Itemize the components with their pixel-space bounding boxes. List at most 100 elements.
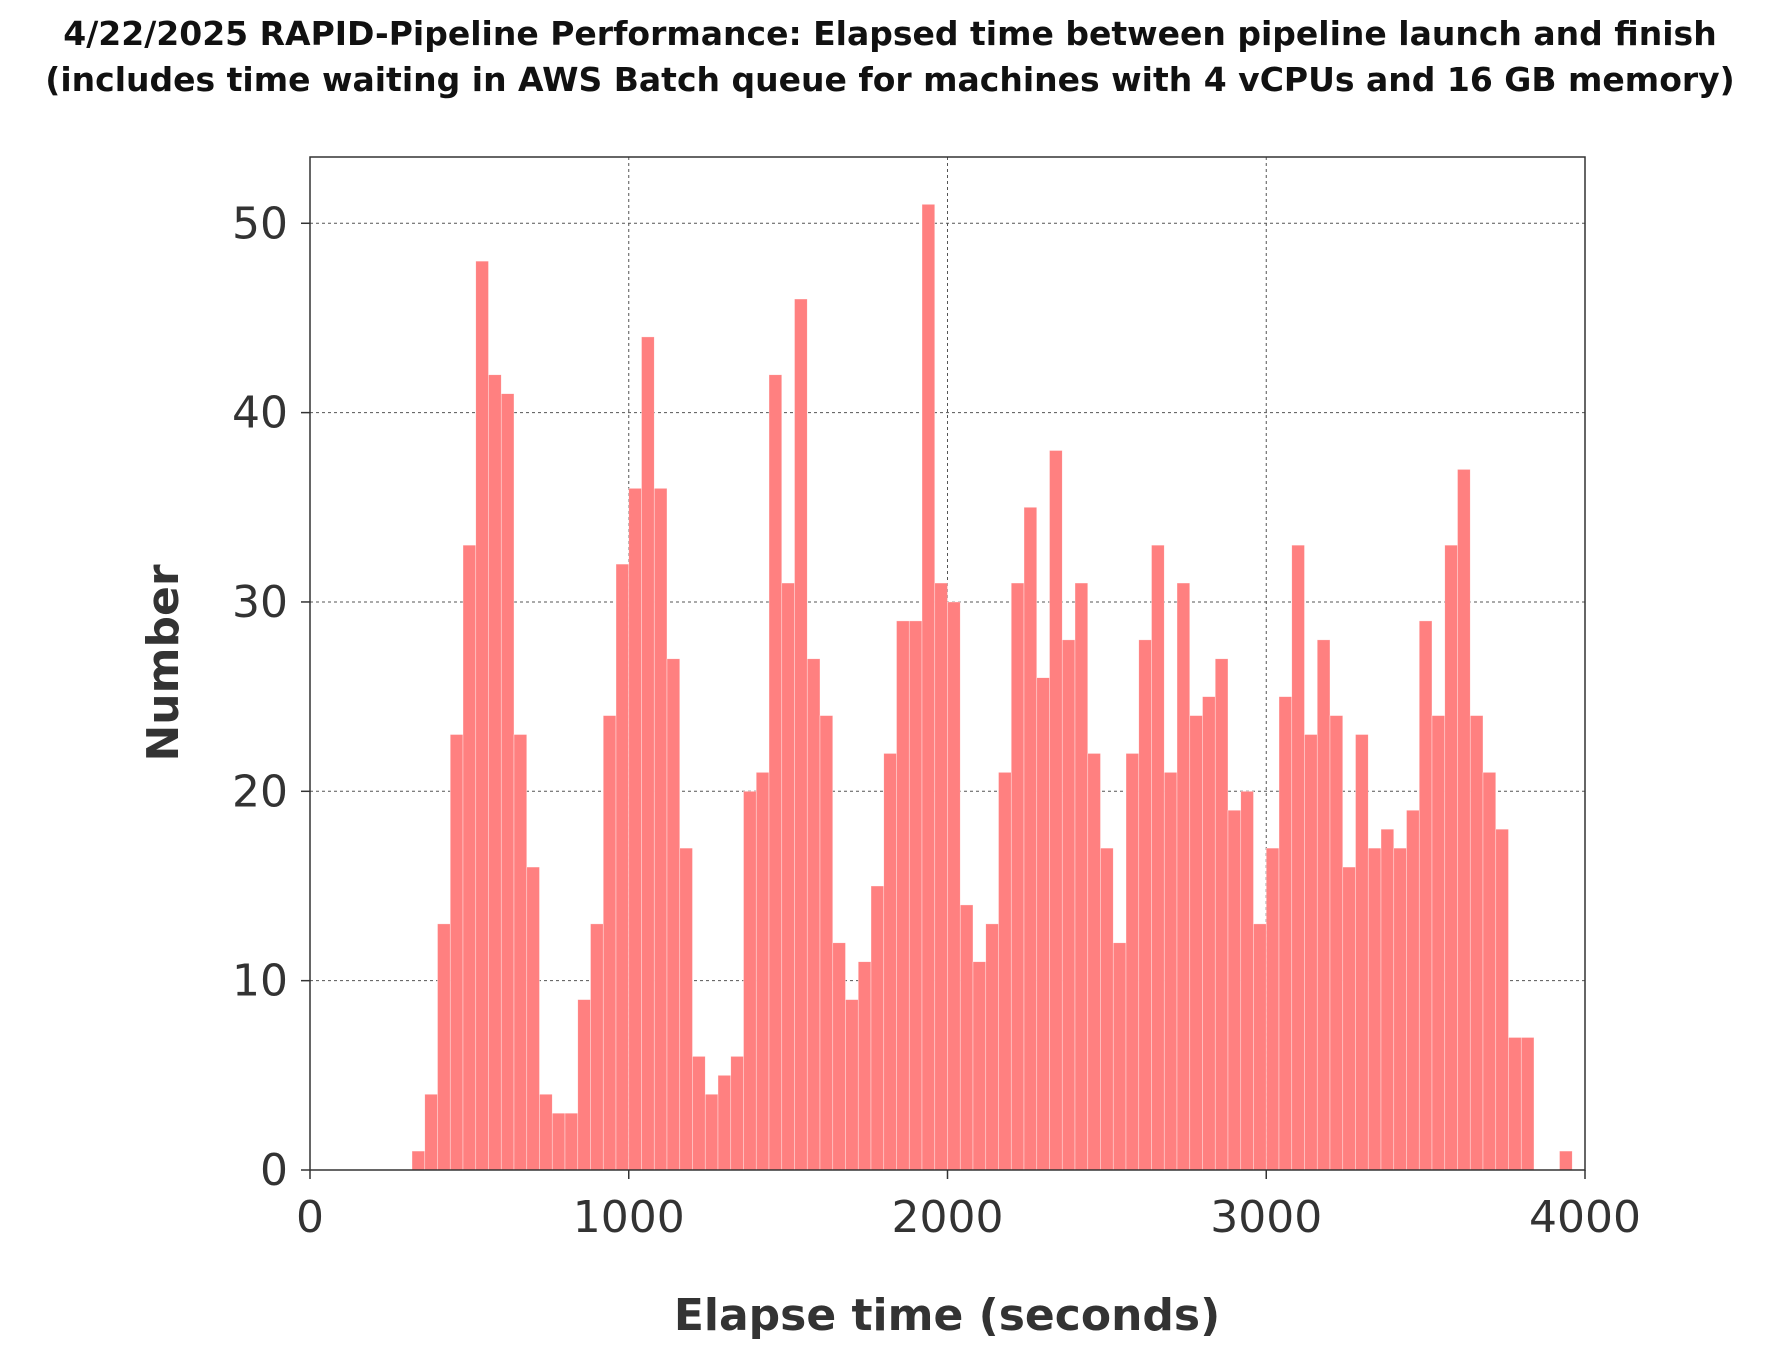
- histogram-bar: [462, 544, 477, 1171]
- histogram-bars: [411, 204, 1573, 1171]
- histogram-bar: [781, 582, 795, 1171]
- x-tick-label: 3000: [1210, 1192, 1322, 1243]
- histogram-bar: [692, 1056, 706, 1171]
- histogram-bar: [947, 601, 961, 1171]
- histogram-bar: [653, 488, 668, 1171]
- histogram-bar: [1100, 847, 1114, 1171]
- histogram-bar: [1520, 1037, 1535, 1171]
- histogram-bar: [998, 772, 1012, 1171]
- histogram-bar: [1189, 715, 1203, 1171]
- histogram-bar: [870, 885, 885, 1171]
- histogram-bar: [475, 260, 489, 1171]
- histogram-bar: [500, 393, 515, 1171]
- histogram-bar: [679, 847, 693, 1171]
- chart-subtitle: (includes time waiting in AWS Batch queu…: [45, 60, 1735, 99]
- x-tick-label: 0: [296, 1192, 324, 1243]
- histogram-bar: [602, 715, 617, 1171]
- histogram-bar: [628, 488, 642, 1171]
- histogram-bar: [959, 904, 974, 1171]
- y-tick-label: 20: [232, 766, 288, 817]
- histogram-bar: [1329, 715, 1344, 1171]
- histogram-bar: [1457, 469, 1471, 1171]
- histogram-bar: [1227, 809, 1242, 1171]
- histogram-bar: [755, 772, 770, 1171]
- x-tick-label: 2000: [892, 1192, 1004, 1243]
- x-axis-label: Elapse time (seconds): [674, 1290, 1220, 1341]
- histogram-bar: [1342, 866, 1356, 1171]
- histogram-bar: [424, 1093, 438, 1171]
- histogram-bar: [972, 961, 987, 1171]
- histogram-bar: [1380, 828, 1395, 1171]
- histogram-bar: [1355, 734, 1369, 1171]
- histogram-bar: [1074, 582, 1089, 1171]
- histogram-bar: [1265, 847, 1280, 1171]
- axis-ticks: [301, 222, 1586, 1179]
- histogram-bar: [411, 1150, 426, 1171]
- histogram-bar: [845, 999, 859, 1171]
- histogram-bar: [896, 620, 910, 1171]
- histogram-bar: [1367, 847, 1382, 1171]
- y-axis-label: Number: [138, 564, 189, 761]
- histogram-bar: [883, 753, 897, 1171]
- histogram-bar: [449, 734, 464, 1171]
- chart-title: 4/22/2025 RAPID-Pipeline Performance: El…: [63, 14, 1717, 53]
- histogram-bar: [437, 923, 451, 1171]
- histogram-bar: [1304, 734, 1318, 1171]
- histogram-bar: [819, 715, 834, 1171]
- histogram-bar: [551, 1112, 566, 1171]
- histogram-bar: [1061, 639, 1076, 1171]
- y-tick-label: 10: [232, 956, 288, 1007]
- histogram-bar: [743, 791, 757, 1171]
- histogram-bar: [794, 298, 808, 1171]
- histogram-bar: [1469, 715, 1484, 1171]
- histogram-bar: [1291, 544, 1305, 1171]
- histogram-bar: [1444, 544, 1458, 1171]
- histogram-bar: [615, 563, 630, 1171]
- y-tick-label: 50: [232, 198, 288, 249]
- histogram-bar: [1278, 696, 1293, 1171]
- histogram-bar: [1559, 1150, 1573, 1171]
- histogram-bar: [921, 204, 936, 1171]
- histogram-bar: [908, 620, 923, 1171]
- y-tick-label: 30: [232, 577, 288, 628]
- histogram-bar: [1393, 847, 1407, 1171]
- histogram-bar: [539, 1093, 553, 1171]
- histogram-bar: [704, 1093, 719, 1171]
- histogram-bar: [1023, 506, 1038, 1171]
- histogram-bar: [1253, 923, 1267, 1171]
- histogram-bar: [1125, 753, 1140, 1171]
- y-tick-label: 40: [232, 388, 288, 439]
- histogram-bar: [985, 923, 999, 1171]
- histogram-bar: [564, 1112, 579, 1171]
- histogram-bar: [934, 582, 948, 1171]
- histogram-bar: [1406, 809, 1420, 1171]
- histogram-bar: [717, 1075, 732, 1171]
- histogram-bar: [1036, 677, 1050, 1171]
- histogram-bar: [857, 961, 872, 1171]
- histogram-bar: [1214, 658, 1229, 1171]
- histogram-bar: [1418, 620, 1433, 1171]
- histogram-bar: [577, 999, 591, 1171]
- histogram-bar: [1138, 639, 1152, 1171]
- histogram-bar: [730, 1056, 744, 1171]
- histogram-bar: [666, 658, 681, 1171]
- y-tick-label: 0: [260, 1145, 288, 1196]
- histogram-bar: [768, 374, 783, 1171]
- histogram-bar: [526, 866, 540, 1171]
- histogram-bar: [1049, 450, 1063, 1171]
- histogram-bar: [1240, 791, 1254, 1171]
- histogram-bar: [1087, 753, 1101, 1171]
- histogram-bar: [832, 942, 846, 1171]
- histogram-bar: [806, 658, 821, 1171]
- histogram-bar: [1010, 582, 1025, 1171]
- histogram-bar: [1151, 544, 1165, 1171]
- histogram-bar: [1508, 1037, 1522, 1171]
- histogram-bar: [1163, 772, 1178, 1171]
- axis-tick-labels: 0 1000 2000 3000 4000 0 10 20 30 40 50: [232, 198, 1641, 1243]
- x-tick-label: 1000: [573, 1192, 685, 1243]
- histogram-bar: [1202, 696, 1216, 1171]
- histogram-bar: [1431, 715, 1446, 1171]
- histogram-bar: [1495, 828, 1509, 1171]
- histogram-bar: [590, 923, 604, 1171]
